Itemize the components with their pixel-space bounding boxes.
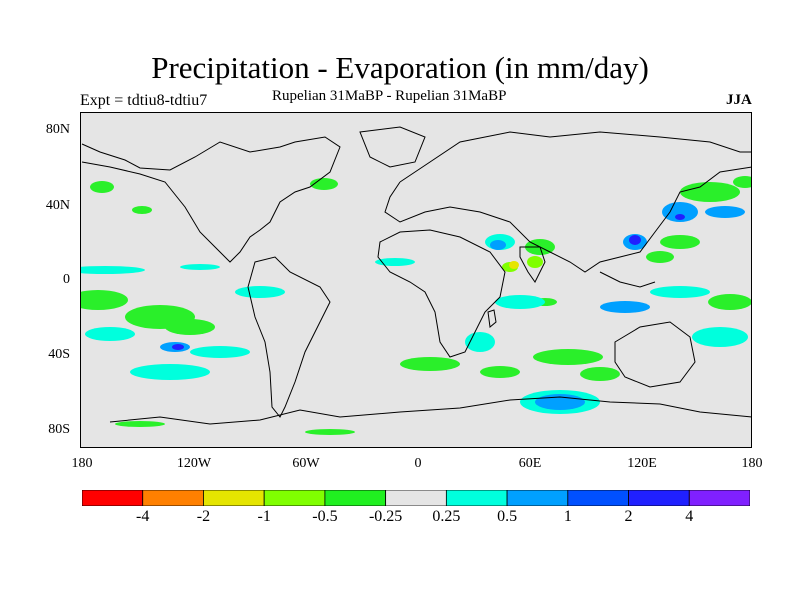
lat-label-0: 0 [63,272,70,287]
colorbar [82,490,750,506]
colorbar-label: 4 [685,508,694,525]
colorbar-label: 0.5 [497,508,518,525]
coastlines [81,126,752,425]
map-panel [80,112,752,448]
colorbar-swatch [82,490,144,506]
weak-positive-anomalies [80,234,748,414]
lon-label-120w: 120W [176,456,212,471]
map-background [80,112,752,448]
colorbar-label: 2 [624,508,633,525]
colorbar-swatch [385,490,447,506]
colorbar-swatch [142,490,204,506]
lat-label-40s: 40S [48,347,70,362]
lon-label-60w: 60W [292,456,320,471]
colorbar-label: 1 [563,508,572,525]
colorbar-swatch [688,490,750,506]
lon-label-180e: 180 [741,456,763,471]
lon-label-0: 0 [414,456,422,471]
colorbar-swatch [506,490,569,506]
map-frame [80,112,752,448]
lat-label-40n: 40N [45,198,70,213]
colorbar-swatch [203,490,265,506]
colorbar-label: -4 [136,508,150,525]
colorbar-swatch [263,490,326,506]
lon-label-60e: 60E [518,456,542,471]
colorbar-swatch [324,490,387,506]
colorbar-label: -1 [257,508,271,525]
strong-positive-anomalies [172,214,685,350]
colorbar-label: -0.25 [368,508,403,525]
colorbar-label: -2 [196,508,211,525]
lat-label-80n: 80N [45,122,70,137]
positive-anomalies [160,202,745,410]
colorbar-label: -0.5 [312,508,338,525]
colorbar-swatch [567,490,629,506]
lon-label-120e: 120E [627,456,657,471]
experiment-label: Expt = tdtiu8-tdtiu7 [80,92,208,109]
colorbar-swatch [628,490,690,506]
season-label: JJA [726,92,752,108]
lat-label-80s: 80S [48,422,70,437]
negative-anomalies [80,176,752,435]
colorbar-label: 0.25 [432,508,461,525]
lon-label-180w: 180 [71,456,93,471]
colorbar-swatch [445,490,508,506]
moderate-negative-anomalies [509,261,519,269]
period-label: Rupelian 31MaBP - Rupelian 31MaBP [272,88,507,104]
page-title: Precipitation - Evaporation (in mm/day) [151,50,649,85]
